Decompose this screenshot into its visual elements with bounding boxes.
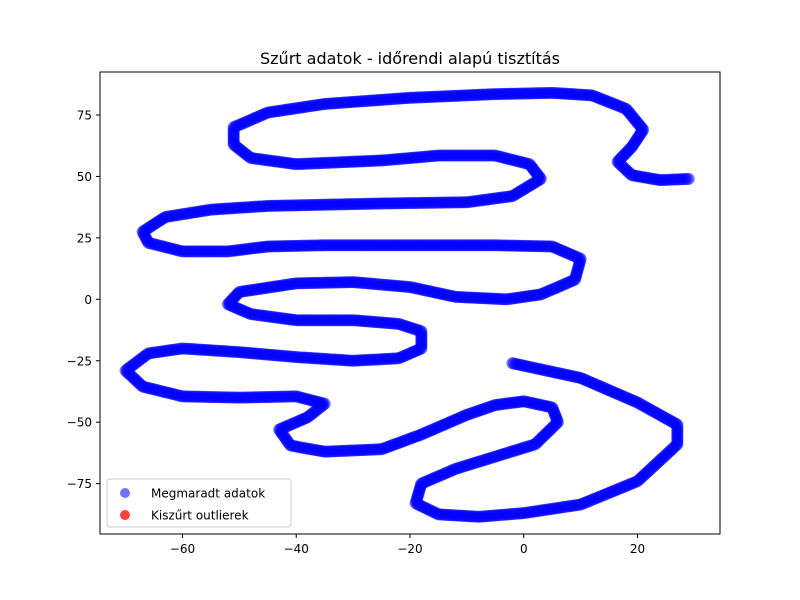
plot-area xyxy=(119,86,695,523)
legend-marker-kiszurt xyxy=(120,510,130,520)
legend-label-megmaradt: Megmaradt adatok xyxy=(151,487,265,501)
y-tick-label: −50 xyxy=(67,416,92,430)
y-tick-label: −75 xyxy=(67,477,92,491)
legend-marker-megmaradt xyxy=(120,488,130,498)
plot-frame xyxy=(99,71,721,535)
y-tick-label: 0 xyxy=(84,293,92,307)
legend-box xyxy=(106,478,292,528)
legend-label-kiszurt: Kiszűrt outlierek xyxy=(151,509,249,523)
x-tick-label: 20 xyxy=(630,542,645,556)
series-0 xyxy=(119,86,695,523)
x-axis: −60 −40 −20 0 20 xyxy=(170,534,645,556)
x-tick-label: −20 xyxy=(397,542,422,556)
legend: Megmaradt adatok Kiszűrt outlierek xyxy=(106,478,292,528)
x-tick-label: 0 xyxy=(520,542,528,556)
y-axis: −75 −50 −25 0 25 50 75 xyxy=(67,109,100,491)
y-tick-label: 75 xyxy=(77,109,92,123)
x-tick-label: −60 xyxy=(170,542,195,556)
y-tick-label: −25 xyxy=(67,354,92,368)
x-tick-label: −40 xyxy=(284,542,309,556)
data-point xyxy=(506,357,519,370)
y-tick-label: 25 xyxy=(77,231,92,245)
chart-title: Szűrt adatok - időrendi alapú tisztítás xyxy=(260,49,560,68)
y-tick-label: 50 xyxy=(77,170,92,184)
